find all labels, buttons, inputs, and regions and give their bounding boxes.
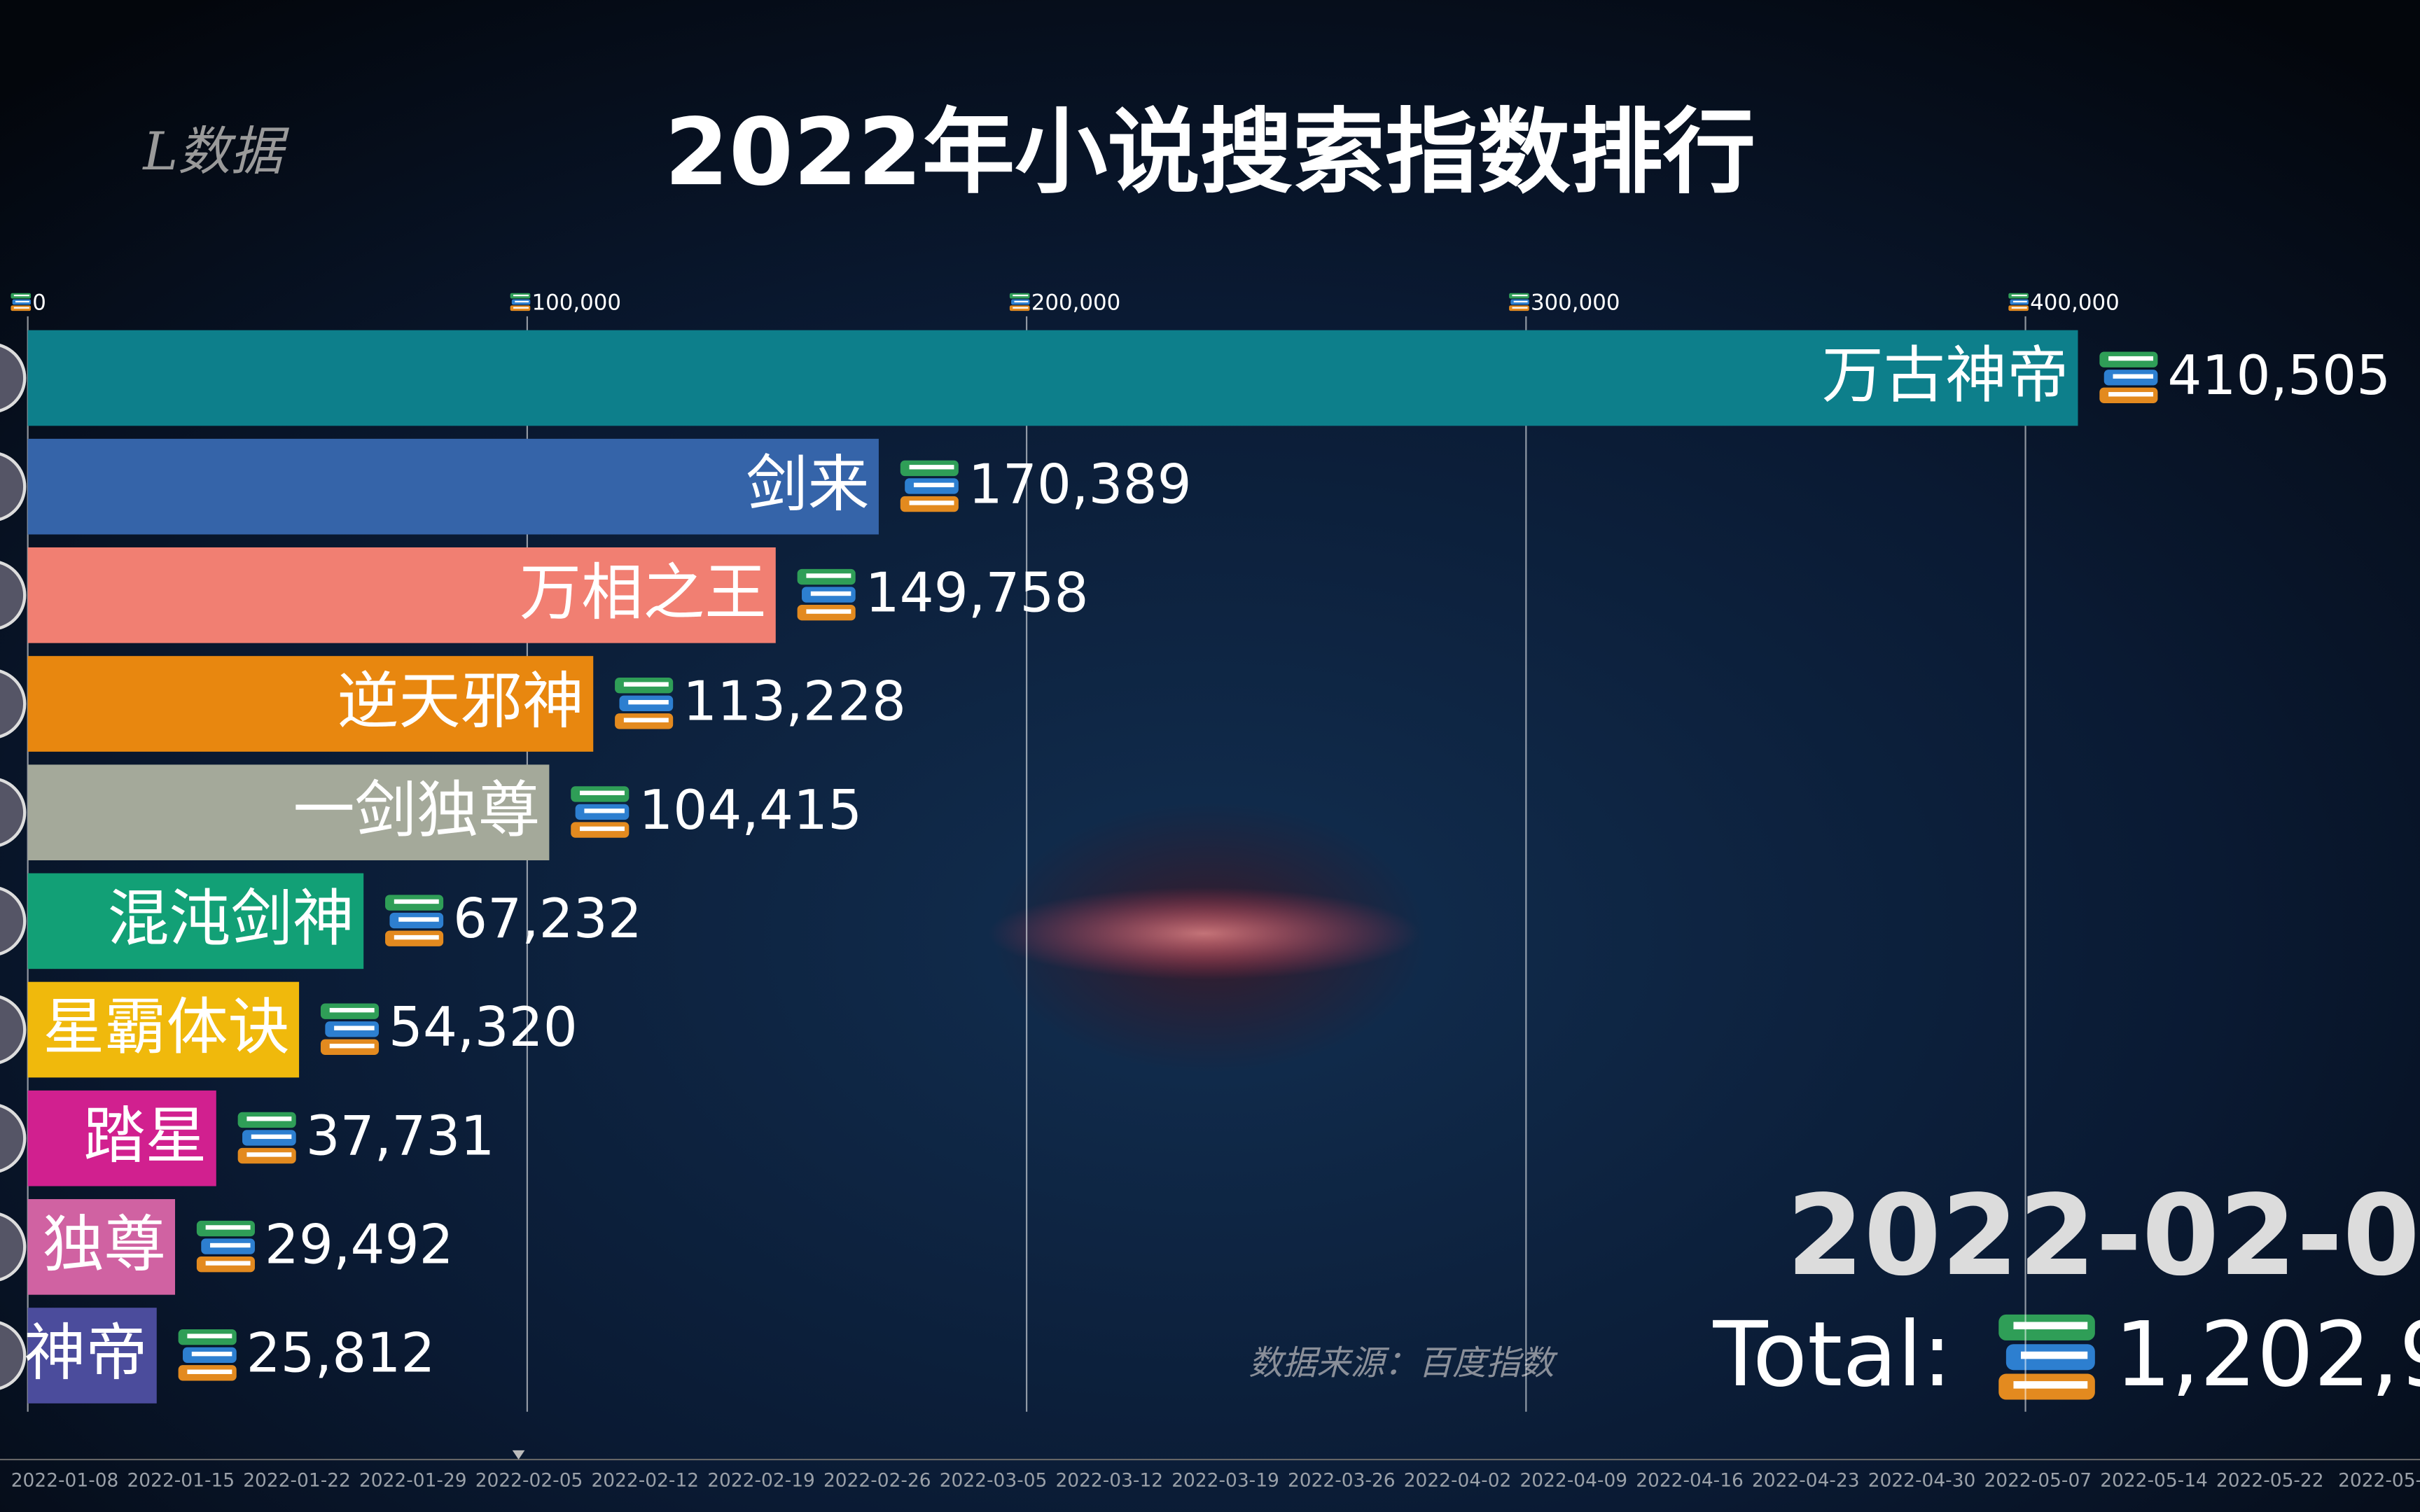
bar-category-label: 剑来 — [746, 448, 869, 520]
timeline-label: 2022-01-08 — [11, 1469, 119, 1491]
value-icon — [571, 786, 630, 838]
timeline-cursor — [512, 1450, 525, 1460]
value-icon — [237, 1112, 296, 1164]
value-label: 25,812 — [246, 1322, 436, 1385]
timeline-label: 2022-05-14 — [2100, 1469, 2208, 1491]
value-icon — [385, 895, 444, 946]
bar — [27, 981, 300, 1078]
value-icon — [900, 460, 959, 512]
bar — [27, 873, 364, 969]
source-note: 数据来源：百度指数 — [1249, 1344, 1558, 1383]
timeline-label: 2022-05-07 — [1984, 1469, 2092, 1491]
bar-category-label: 混沌剑神 — [107, 882, 354, 954]
tick-icon — [11, 293, 32, 312]
value-icon — [196, 1220, 255, 1273]
current-date: 2022-02-0 — [1786, 1172, 2420, 1301]
value-label: 37,731 — [306, 1105, 495, 1168]
bar — [27, 1308, 157, 1404]
avatar — [0, 561, 27, 630]
timeline-label: 2022-02-26 — [823, 1469, 931, 1491]
value-label: 29,492 — [265, 1214, 454, 1277]
bar-category-label: 星霸体诀 — [43, 991, 290, 1063]
bar — [27, 656, 594, 752]
timeline-label: 2022-02-12 — [591, 1469, 699, 1491]
glow — [987, 887, 1420, 980]
value-icon — [615, 678, 674, 729]
value-icon — [178, 1329, 237, 1381]
timeline-label: 2022-03-26 — [1288, 1469, 1396, 1491]
timeline-label: 2022-03-12 — [1055, 1469, 1163, 1491]
chart-title: 2022年小说搜索指数排行 — [665, 99, 1755, 206]
value-icon — [2099, 351, 2158, 404]
tick-icon — [2008, 293, 2029, 312]
total-icon — [1998, 1314, 2095, 1400]
bar-category-label: 一剑独尊 — [293, 774, 541, 846]
timeline-label: 2022-02-19 — [707, 1469, 815, 1491]
value-label: 54,320 — [389, 996, 578, 1059]
timeline-label: 2022-04-23 — [1752, 1469, 1860, 1491]
timeline-label: 2022-01-15 — [127, 1469, 235, 1491]
timeline-label: 2022-04-02 — [1404, 1469, 1512, 1491]
timeline-label: 2022-03-19 — [1171, 1469, 1279, 1491]
avatar — [0, 1212, 27, 1282]
timeline-label: 2022-01-29 — [359, 1469, 467, 1491]
value-label: 113,228 — [683, 671, 906, 734]
value-label: 149,758 — [865, 562, 1089, 625]
total-value: 1,202,9 — [2115, 1303, 2420, 1407]
timeline-label: 2022-02-05 — [475, 1469, 583, 1491]
value-icon — [797, 568, 856, 621]
timeline-label: 2022-04-30 — [1868, 1469, 1976, 1491]
value-label: 104,415 — [639, 779, 862, 842]
avatar — [0, 344, 27, 412]
bar-category-label: 万古神帝 — [1822, 340, 2069, 412]
x-tick-label: 200,000 — [1031, 290, 1121, 316]
avatar — [0, 1104, 27, 1173]
avatar — [0, 886, 27, 955]
tick-icon — [510, 293, 531, 312]
avatar — [0, 452, 27, 522]
timeline-label: 2022-05-22 — [2216, 1469, 2324, 1491]
bar-category-label: 逆天邪神 — [337, 665, 584, 737]
bar — [27, 1090, 216, 1186]
tick-icon — [1509, 293, 1529, 312]
x-tick-label: 0 — [32, 290, 46, 316]
avatar — [0, 778, 27, 847]
tick-icon — [1009, 293, 1030, 312]
value-label: 410,505 — [2167, 344, 2391, 407]
bar — [27, 764, 550, 860]
value-label: 170,389 — [968, 453, 1192, 516]
total-label: Total: — [1713, 1303, 1953, 1407]
watermark: L数据 — [141, 120, 290, 182]
bar-category-label: 踏星 — [83, 1100, 207, 1172]
x-tick-label: 400,000 — [2030, 290, 2120, 316]
x-tick-label: 300,000 — [1531, 290, 1620, 316]
timeline-label: 2022-05-2 — [2338, 1469, 2420, 1491]
timeline-label: 2022-03-05 — [940, 1469, 1048, 1491]
bar — [27, 547, 776, 643]
bar-category-label: 万相之王 — [520, 556, 767, 629]
bar-category-label: 独尊 — [42, 1208, 165, 1280]
bar-category-label: 神帝 — [24, 1317, 147, 1389]
timeline-label: 2022-01-22 — [243, 1469, 351, 1491]
plot: 0 100,000 200,000 300,000 400,000 万古神帝 410,505… — [0, 290, 2420, 1491]
value-icon — [320, 1003, 380, 1056]
avatar — [0, 1321, 27, 1390]
bar — [27, 438, 879, 535]
timeline-label: 2022-04-16 — [1636, 1469, 1744, 1491]
value-label: 67,232 — [453, 888, 642, 951]
timeline-label: 2022-04-09 — [1520, 1469, 1627, 1491]
avatar — [0, 995, 27, 1064]
x-tick-label: 100,000 — [532, 290, 622, 316]
bar — [27, 1199, 176, 1295]
bar — [27, 330, 2078, 426]
avatar — [0, 669, 27, 738]
